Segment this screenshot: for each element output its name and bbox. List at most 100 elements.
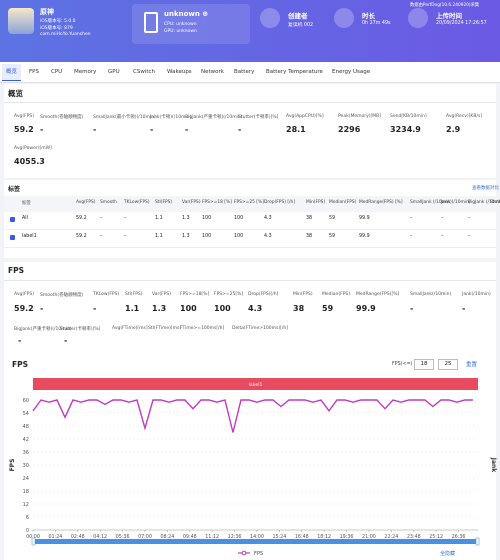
tab[interactable]: Battery Temperature [266, 69, 323, 75]
label-bar-text: label1 [249, 382, 263, 388]
threshold-input[interactable]: 18 [414, 359, 434, 370]
column-header: Avg(FPS) [76, 200, 96, 205]
x-tick-label: 21:00 [362, 534, 376, 540]
cell: 4.3 [264, 216, 272, 221]
tab[interactable]: 概览 [2, 64, 22, 81]
reset-button[interactable]: 重置 [466, 362, 478, 368]
metric-value: 99.9 [356, 304, 376, 313]
threshold-input[interactable]: 25 [438, 359, 458, 370]
cell: – [468, 216, 471, 221]
y-tick-label: 0 [26, 528, 29, 534]
cell: – [468, 234, 471, 239]
metric-label: Avg(Power)[mW] [14, 146, 52, 151]
calendar-icon [408, 8, 428, 28]
threshold-label: FPS(<=) [392, 362, 413, 367]
checkbox[interactable] [10, 235, 15, 240]
tab[interactable]: GPU [108, 69, 120, 75]
slider-handle [475, 537, 480, 546]
metric-label: Stutter(卡顿率)[%] [238, 115, 279, 120]
cell: 59 [329, 216, 336, 221]
y-axis-label: FPS [9, 459, 16, 472]
metric-label: Avg(FTime)[ms] [112, 326, 148, 331]
tab[interactable]: Energy Usage [332, 69, 371, 75]
hide-all-button[interactable]: 全隐藏 [440, 550, 455, 557]
app-info: iOS版本号: 879 [40, 26, 73, 31]
metric-label: Stutter(卡顿率)[%] [60, 327, 101, 332]
cell: 4.3 [264, 234, 272, 239]
metric-value: 59.2 [14, 304, 34, 313]
metric-value: - [40, 125, 44, 134]
x-tick-label: 26:36 [452, 534, 466, 540]
legend-label: FPS [254, 551, 263, 557]
x-tick-label: 11:12 [205, 534, 219, 540]
checkbox[interactable] [10, 217, 15, 222]
chart-title: FPS [12, 360, 29, 369]
y-tick-label: 60 [23, 398, 29, 404]
tab[interactable]: Wakeups [167, 69, 192, 75]
row-name: label1 [22, 234, 37, 239]
x-tick-label: 16:48 [295, 534, 309, 540]
column-header: 标签 [22, 201, 31, 206]
x-tick-label: 00:00 [26, 534, 40, 540]
column-header: BigJank (/10min) [468, 200, 500, 205]
y-tick-label: 24 [23, 476, 29, 482]
creator-value: 复读机 002 [288, 23, 314, 28]
y-tick-label: 30 [23, 463, 29, 469]
device-panel [132, 4, 250, 44]
tab[interactable]: Network [201, 69, 224, 75]
clock-icon [334, 8, 354, 28]
upload-label: 上传时间 [436, 12, 462, 20]
x-tick-label: 14:00 [250, 534, 264, 540]
column-header: Median(FPS) [329, 200, 357, 205]
metric-label: Peak(Memory)[MB] [338, 114, 381, 119]
metric-value: 2296 [338, 125, 361, 134]
metric-label: Stl(FPS) [125, 292, 143, 297]
metric-label: Stl(FTime)[ms] [148, 326, 182, 331]
tab[interactable]: FPS [29, 69, 39, 75]
x-tick-label: 25:12 [429, 534, 443, 540]
cell: – [441, 216, 444, 221]
tab-bar [0, 62, 500, 83]
source-note: 数据由PerfDog(10.6.240920)采集 [410, 3, 480, 8]
metric-value: - [410, 304, 414, 313]
tab[interactable]: Memory [74, 69, 97, 75]
metric-label: FPS>=25[%] [214, 292, 244, 297]
row-line [4, 247, 496, 248]
tab[interactable]: CPU [51, 69, 63, 75]
cell: 99.9 [359, 234, 370, 239]
device-name: unknown ⊕ [164, 10, 209, 18]
metric-value: 1.1 [125, 304, 140, 313]
fps-card [4, 262, 496, 560]
row-line [4, 229, 496, 230]
duration-value: 0h 27m 49s [362, 21, 391, 26]
app-info: iOS版本号: 5.0.0 [40, 19, 76, 24]
cell: 99.9 [359, 216, 370, 221]
x-tick-label: 05:36 [116, 534, 130, 540]
column-header: Jank (/10min) [441, 200, 471, 205]
tab[interactable]: Battery [234, 69, 255, 75]
compare-link[interactable]: 查看数据对比 [472, 186, 499, 191]
column-header: Stutt [490, 200, 500, 205]
metric-label: Smooth(卷轴顺畅度) [40, 293, 84, 298]
creator-label: 创建者 [288, 12, 308, 20]
app-icon [8, 8, 34, 34]
column-header: Drop(FPS) [/h] [264, 200, 296, 205]
slider-handle [31, 537, 36, 546]
cell: 59 [329, 234, 336, 239]
metric-label: Drop(FPS)[/h] [248, 292, 279, 297]
column-header: Smooth [100, 200, 117, 205]
cell: – [441, 234, 444, 239]
x-tick-label: 12:36 [228, 534, 242, 540]
x-tick-label: 09:48 [183, 534, 197, 540]
metric-label: BigJank(严重卡顿)(/10min) [14, 327, 72, 332]
cell: 59.2 [76, 234, 87, 239]
cell: – [100, 216, 103, 221]
metric-label: Avg(FPS) [14, 292, 35, 297]
cell: 1.3 [182, 234, 190, 239]
y2-axis-label: Jank [490, 457, 497, 474]
tab[interactable]: CSwitch [133, 69, 156, 75]
metric-label: Median(FPS) [322, 292, 351, 297]
column-header: MedRange(FPS) [%] [359, 200, 403, 205]
device-info: CPU: unknown [164, 22, 197, 27]
